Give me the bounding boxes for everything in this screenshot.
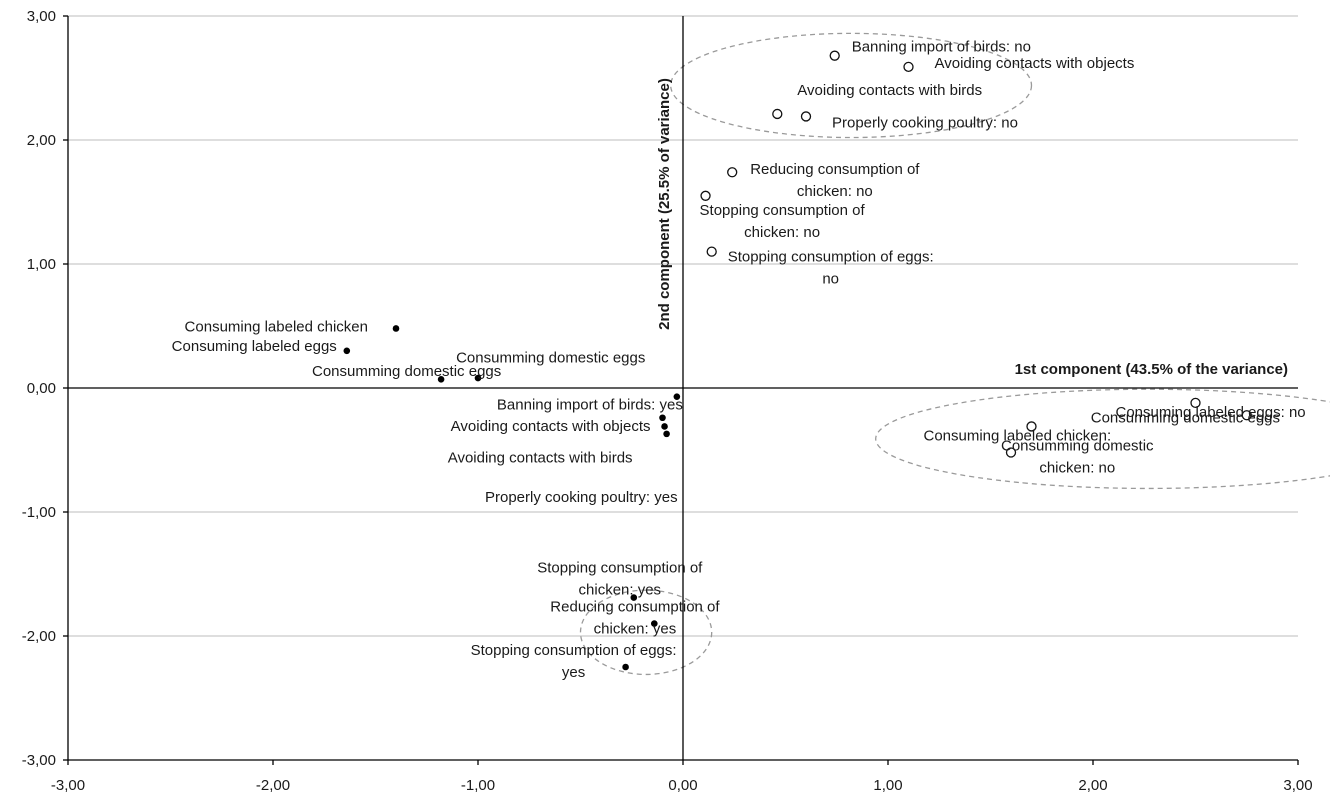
point-label: Stopping consumption of chicken: yes	[537, 560, 703, 599]
data-point-filled	[343, 347, 351, 355]
y-tick-label: 3,00	[27, 8, 56, 25]
y-axis-title: 2nd component (25.5% of variance)	[656, 78, 673, 330]
point-label: Consumming domestic eggs	[456, 349, 645, 366]
point-label: Consumming domestic eggs	[312, 363, 501, 380]
point-label: Consumming domestic chicken: no	[1001, 437, 1154, 476]
data-point-open	[1005, 447, 1017, 458]
point-label: Consumming domestic eggs	[1091, 409, 1280, 426]
point-label: Consuming labeled eggs: no	[1116, 404, 1306, 421]
cluster-ellipses	[579, 32, 1330, 676]
x-axis-title: 1st component (43.5% of the variance)	[1015, 361, 1288, 378]
data-point-filled	[630, 594, 638, 601]
data-point-open	[727, 167, 738, 178]
data-point-filled	[663, 430, 670, 438]
y-tick-label: 2,00	[27, 132, 56, 149]
point-label: Stopping consumption of eggs: no	[728, 249, 934, 288]
data-point-filled	[474, 374, 482, 382]
x-tick-label: -2,00	[256, 777, 290, 794]
data-point-open	[1190, 397, 1201, 409]
cluster-ellipse	[875, 388, 1330, 490]
axes	[63, 15, 1299, 765]
tick-labels: -3,00 -2,00 -1,00 0,00 1,00 2,00 3,00 -3,00 -2,0…	[22, 8, 1313, 794]
data-point-filled	[661, 423, 668, 430]
point-label: Consuming labeled chicken:	[924, 427, 1112, 444]
cluster-ellipse	[670, 32, 1033, 139]
data-point-open	[829, 50, 840, 61]
x-tick-label: -3,00	[51, 777, 85, 794]
y-tick-label: -3,00	[22, 752, 56, 769]
data-point-filled	[651, 620, 658, 627]
data-point-filled	[673, 393, 681, 400]
y-tick-label: -1,00	[22, 504, 56, 521]
point-label: Consuming labeled chicken	[185, 318, 368, 335]
point-label: Reducing consumption of chicken: yes	[550, 599, 720, 638]
y-tick-label: 0,00	[27, 380, 56, 397]
data-point-open	[800, 111, 812, 122]
point-label: Stopping consumption of chicken: no	[700, 202, 866, 241]
point-label: Reducing consumption of chicken: no	[750, 161, 920, 200]
data-points	[343, 50, 1252, 671]
x-tick-label: 0,00	[668, 777, 697, 794]
point-label: Avoiding contacts with birds	[797, 82, 982, 99]
point-label: Properly cooking poultry: no	[832, 114, 1018, 131]
y-tick-label: 1,00	[27, 256, 56, 273]
x-tick-label: 3,00	[1283, 777, 1312, 794]
data-point-open	[772, 108, 783, 120]
data-point-filled	[392, 325, 400, 332]
point-label: Avoiding contacts with birds	[448, 449, 633, 466]
data-point-open	[1241, 410, 1252, 421]
data-point-filled	[437, 376, 445, 383]
data-point-open	[903, 61, 914, 72]
data-point-open	[706, 246, 717, 257]
y-tick-label: -2,00	[22, 628, 56, 645]
point-label: Consuming labeled eggs	[172, 338, 337, 355]
x-tick-label: -1,00	[461, 777, 495, 794]
point-label: Banning import of birds: no	[852, 39, 1031, 56]
data-point-filled	[659, 414, 666, 422]
data-point-open	[1026, 421, 1037, 432]
x-tick-label: 2,00	[1078, 777, 1107, 794]
point-label: Banning import of birds: yes	[497, 397, 683, 414]
point-label: Avoiding contacts with objects	[451, 418, 651, 435]
data-point-open	[700, 190, 711, 201]
x-tick-label: 1,00	[873, 777, 902, 794]
point-label: Stopping consumption of eggs: yes	[471, 642, 677, 681]
data-point-filled	[622, 663, 629, 671]
point-label: Properly cooking poultry: yes	[485, 489, 678, 506]
cluster-ellipse	[579, 589, 713, 676]
point-label: Avoiding contacts with objects	[935, 55, 1135, 72]
